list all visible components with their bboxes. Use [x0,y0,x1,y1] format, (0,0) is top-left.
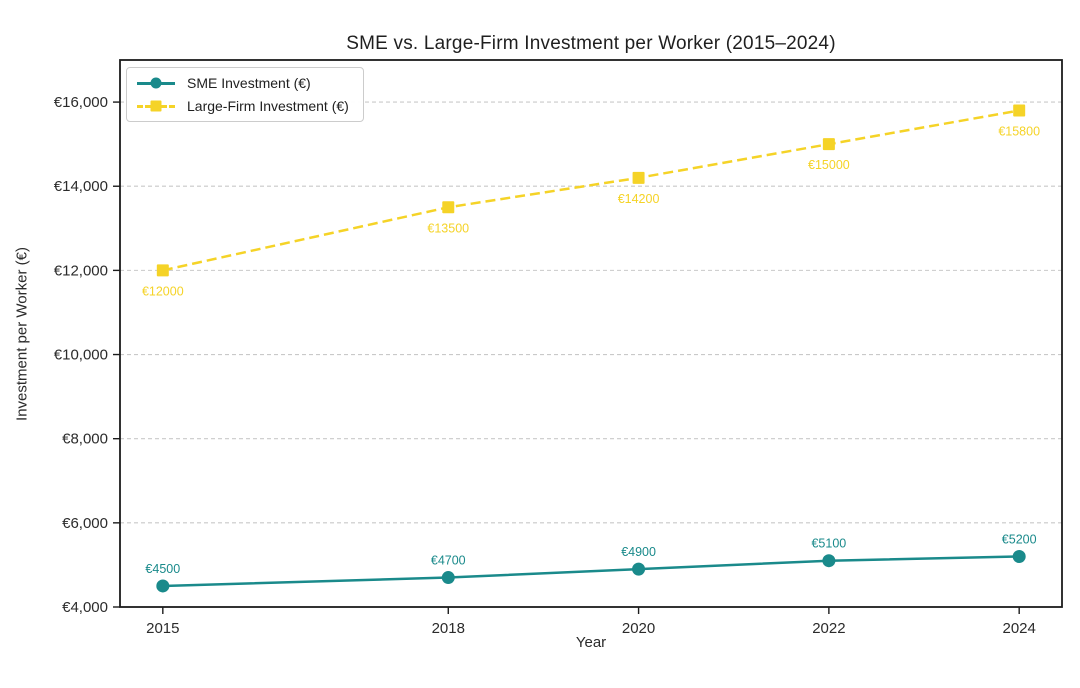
series-line-sme [162,555,1020,588]
data-point-marker-sme [441,571,455,585]
data-point-marker-large-firm [156,264,169,277]
y-tick-label: €12,000 [54,262,108,279]
data-point-marker-sme [822,554,836,568]
legend: SME Investment (€) Large-Firm Investment… [126,67,364,122]
data-point-label-sme: €4700 [431,554,466,568]
x-tick-label: 2015 [146,620,179,637]
data-point-marker-large-firm [1013,104,1026,117]
data-point-marker-large-firm [632,171,645,184]
large-firm-sample-square-marker-icon [150,100,162,112]
data-point-label-sme: €4500 [145,562,180,576]
y-tick-label: €16,000 [54,94,108,111]
x-tick-label: 2022 [812,620,845,637]
plot-border [119,59,1063,608]
x-tick-label: 2018 [432,620,465,637]
legend-item-sme: SME Investment (€) [137,75,349,91]
y-tick-label: €10,000 [54,347,108,364]
sme-line-sample-icon [137,77,175,90]
data-point-marker-sme [1012,550,1026,564]
data-point-label-large-firm: €13500 [427,221,469,235]
data-point-label-large-firm: €15000 [808,158,850,172]
data-point-marker-sme [156,579,170,593]
data-point-label-large-firm: €14200 [618,192,660,206]
x-tick-label: 2024 [1002,620,1035,637]
y-tick-label: €14,000 [54,178,108,195]
data-point-marker-large-firm [822,138,835,151]
legend-item-large-firm: Large-Firm Investment (€) [137,98,349,114]
legend-label-large-firm: Large-Firm Investment (€) [187,98,349,114]
data-point-label-large-firm: €15800 [998,124,1040,138]
y-tick-label: €4,000 [62,599,108,616]
x-axis-label: Year [575,634,607,651]
sme-sample-circle-marker-icon [150,77,162,89]
data-point-label-sme: €5100 [811,537,846,551]
data-point-label-large-firm: €12000 [142,284,184,298]
y-tick-label: €6,000 [62,515,108,532]
x-tick-label: 2020 [622,620,655,637]
series-line-large-firm [162,109,1020,272]
legend-label-sme: SME Investment (€) [187,75,311,91]
data-point-marker-sme [632,562,646,576]
data-point-label-sme: €5200 [1002,533,1037,547]
large-firm-line-sample-icon [137,100,175,113]
y-tick-label: €8,000 [62,431,108,448]
data-point-marker-large-firm [442,201,455,214]
chart-title: SME vs. Large-Firm Investment per Worker… [346,33,836,54]
data-point-label-sme: €4900 [621,545,656,559]
